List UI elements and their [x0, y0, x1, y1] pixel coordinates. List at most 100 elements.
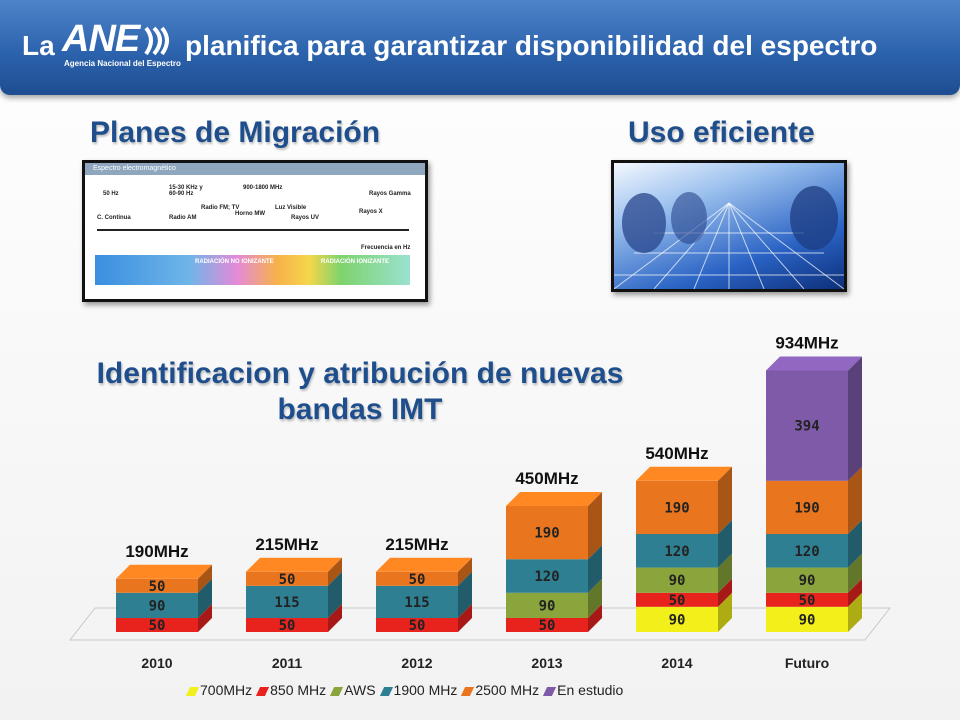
signal-waves-icon	[144, 26, 169, 56]
imt-bands-title: Identificacion y atribución de nuevas ba…	[60, 356, 660, 428]
bar-segment-side	[198, 604, 212, 632]
imt-bands-title-line1: Identificacion y atribución de nuevas	[96, 357, 624, 390]
bar-segment	[506, 559, 588, 593]
spectrum-label: C. Continua	[97, 215, 131, 221]
category-label: 2014	[661, 655, 692, 671]
bar-segment	[246, 585, 328, 618]
bar-segment-side	[848, 553, 862, 593]
legend-swatch	[461, 686, 475, 696]
chart-floor	[68, 607, 892, 641]
bar-segment-side	[718, 578, 732, 607]
legend-label: 2500 MHz	[475, 682, 540, 698]
bar-segment	[766, 370, 848, 481]
category-label: 2011	[272, 655, 303, 671]
bar-segment-side	[718, 520, 732, 568]
bar-value-label: 50	[539, 618, 556, 634]
bar-value-label: 190	[664, 500, 689, 516]
ane-logo: ANE Agencia Nacional del Espectro	[62, 18, 181, 76]
bar-segment	[506, 506, 588, 560]
bar-total-label: 190MHz	[125, 542, 188, 561]
bar-top-cap	[766, 356, 862, 371]
spectrum-label: Radio AM	[169, 215, 197, 221]
bar-segment-side	[328, 604, 342, 632]
bar-segment	[636, 592, 718, 607]
legend-item: AWS	[330, 682, 376, 698]
bar-segment	[766, 592, 848, 607]
legend-swatch	[256, 686, 270, 696]
legend-label: 850 MHz	[270, 682, 327, 698]
bar-segment	[766, 567, 848, 593]
bar-segment-side	[458, 571, 472, 618]
bar-segment	[506, 618, 588, 632]
spectrum-label: RADIACIÓN IONIZANTE	[321, 259, 389, 265]
bar-value-label: 50	[669, 593, 686, 609]
bar-segment-side	[328, 557, 342, 586]
bar-top-cap	[376, 557, 472, 572]
spectrum-label: Rayos X	[359, 209, 383, 215]
spectrum-label: 15-30 KHz y 60-90 Hz	[169, 185, 203, 197]
bar-value-label: 90	[539, 598, 556, 614]
bar-segment-side	[588, 492, 602, 560]
bar-segment	[376, 618, 458, 632]
bar-segment	[506, 592, 588, 618]
bar-value-label: 115	[274, 595, 299, 611]
category-label: Futuro	[785, 655, 829, 671]
bar-segment	[246, 571, 328, 586]
bar-segment	[636, 534, 718, 568]
bar-total-label: 540MHz	[645, 444, 708, 463]
bar-value-label: 120	[534, 569, 559, 585]
bar-value-label: 190	[534, 526, 559, 542]
bar-total-label: 215MHz	[255, 535, 318, 554]
header-title: planifica para garantizar disponibilidad…	[185, 30, 878, 61]
category-label: 2010	[141, 655, 172, 671]
bar-value-label: 90	[669, 612, 686, 628]
bar-segment-side	[718, 553, 732, 593]
bar-segment-side	[588, 545, 602, 593]
bar-segment	[116, 618, 198, 632]
spectrum-label: 50 Hz	[103, 191, 119, 197]
header-prefix: La	[22, 30, 55, 61]
bar-value-label: 90	[669, 573, 686, 589]
spectrum-image: Espectro electromagnético 50 Hz 15-30 KH…	[82, 160, 428, 302]
efficient-use-title: Uso eficiente	[628, 116, 815, 149]
bar-value-label: 50	[409, 618, 426, 634]
bar-value-label: 120	[664, 544, 689, 560]
bar-segment-side	[458, 604, 472, 632]
logo-text: ANE	[62, 18, 140, 60]
spectrum-label: 900-1800 MHz	[243, 185, 283, 191]
imt-bands-title-line2: bandas IMT	[277, 393, 443, 426]
chart-legend: 700MHz 850 MHz AWS 1900 MHz 2500 MHz En estud…	[185, 682, 629, 698]
spectrum-label: Rayos Gamma	[369, 191, 411, 197]
bar-segment-side	[848, 466, 862, 534]
legend-item: 2500 MHz	[461, 682, 540, 698]
bar-segment	[766, 480, 848, 534]
grid-photo-graphic	[614, 186, 844, 289]
legend-swatch	[379, 686, 393, 696]
category-label: 2012	[401, 655, 432, 671]
spectrum-label: RADIACIÓN NO IONIZANTE	[195, 259, 274, 265]
spectrum-label: Frecuencia en Hz	[361, 245, 411, 251]
bar-total-label: 450MHz	[515, 469, 578, 488]
bar-segment-side	[588, 604, 602, 632]
bar-segment	[766, 606, 848, 632]
spectrum-gradient-band	[95, 255, 410, 285]
bar-value-label: 190	[794, 500, 819, 516]
legend-item: 850 MHz	[256, 682, 327, 698]
spectrum-label: Luz Visible	[275, 205, 307, 211]
bar-segment	[116, 592, 198, 618]
header-banner: La ANE Agencia Nacional del Espectro pla…	[0, 0, 960, 95]
bar-segment-side	[718, 592, 732, 632]
legend-item: 1900 MHz	[379, 682, 457, 698]
bar-segment-side	[328, 571, 342, 618]
bar-segment-side	[848, 592, 862, 632]
bar-value-label: 394	[794, 419, 819, 435]
legend-swatch	[330, 686, 344, 696]
bar-segment	[376, 571, 458, 586]
bar-segment	[766, 534, 848, 568]
bar-segment-side	[848, 578, 862, 607]
bar-segment-side	[458, 557, 472, 586]
logo-subtitle: Agencia Nacional del Espectro	[64, 59, 181, 68]
bar-total-label: 934MHz	[775, 333, 838, 352]
legend-label: AWS	[344, 682, 376, 698]
bar-total-label: 215MHz	[385, 535, 448, 554]
